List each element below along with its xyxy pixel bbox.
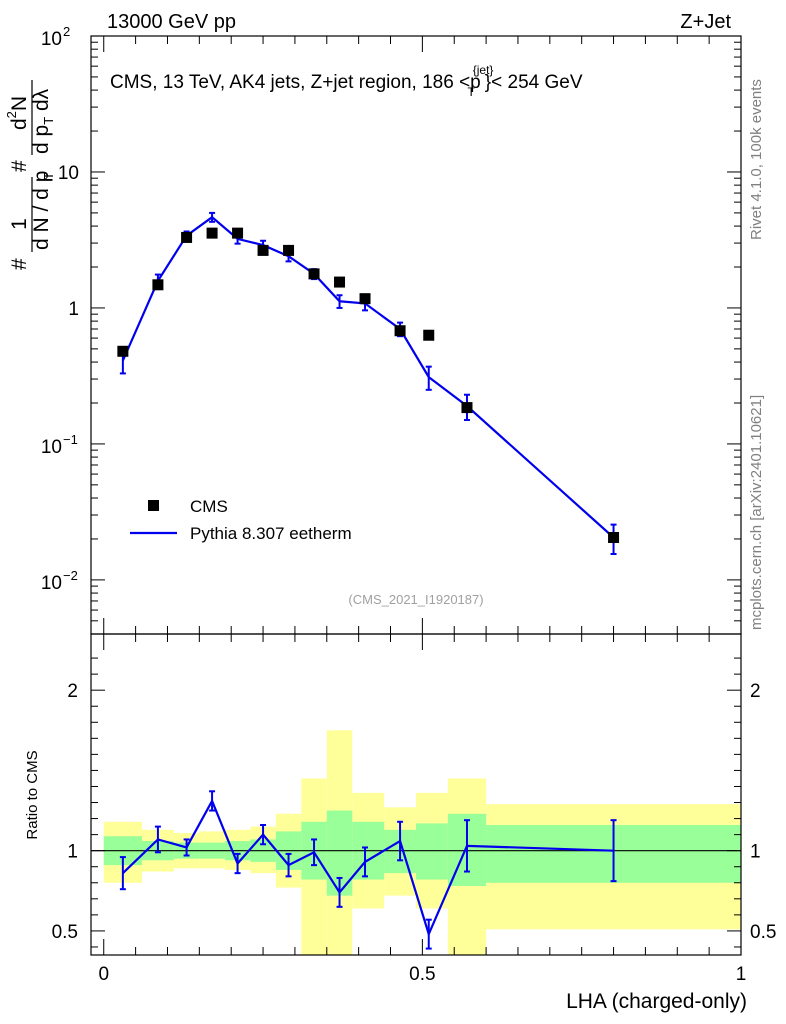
- ylabel-frac1-num: 1: [8, 218, 31, 230]
- cms-point: [394, 325, 406, 337]
- mcplots-credit: mcplots.cern.ch [arXiv:2401.10621]: [748, 395, 765, 630]
- cms-point: [359, 293, 371, 305]
- main-ylabel: # 1 d N / d p T # d2N d pT dλ: [4, 80, 56, 270]
- ylabel-frac2-den: d pT dλ: [30, 88, 56, 154]
- ratio-y-ticklabel: 0.5: [52, 922, 78, 943]
- x-ticklabel: 1: [736, 964, 747, 985]
- cms-point: [152, 279, 164, 291]
- main-y-ticklabel: 10: [41, 437, 62, 458]
- legend-pythia-label: Pythia 8.307 eetherm: [190, 524, 352, 543]
- ratio-y-ticklabel-right: 0.5: [750, 922, 776, 943]
- cms-point: [334, 276, 346, 288]
- main-y-ticklabel: 1: [68, 299, 79, 320]
- ratio-frame: [90, 633, 742, 956]
- ratio-panel: 0 0.5 10.5 0.51 12 2: [52, 633, 776, 985]
- cms-point: [206, 227, 218, 239]
- main-y-ticklabel-exp: −2: [63, 568, 78, 583]
- ratio-y-ticklabel: 1: [67, 842, 78, 863]
- header-right: Z+Jet: [680, 11, 731, 33]
- cms-point: [423, 329, 435, 341]
- ratio-y-ticklabel-right: 2: [750, 681, 761, 702]
- x-ticklabel: 0.5: [409, 964, 435, 985]
- main-y-ticklabel-exp: 2: [63, 24, 70, 39]
- cms-point: [608, 532, 620, 544]
- main-frame: [90, 35, 742, 635]
- main-y-ticklabel: 10: [41, 573, 62, 594]
- cms-point: [117, 345, 129, 357]
- ratio-y-ticklabel-right: 1: [750, 842, 761, 863]
- rivet-version: Rivet 4.1.0, 100k events: [748, 79, 765, 240]
- cms-point: [232, 227, 244, 239]
- x-ticklabel: 0: [98, 964, 109, 985]
- header-left: 13000 GeV pp: [107, 11, 236, 33]
- x-axis-label: LHA (charged-only): [566, 990, 747, 1013]
- cms-point: [257, 244, 269, 256]
- main-y-ticklabel-exp: −1: [63, 432, 78, 447]
- ylabel-hash-1: #: [8, 258, 31, 270]
- main-y-ticklabel: 10: [58, 163, 79, 184]
- ylabel-frac1-den-sub: T: [41, 172, 56, 180]
- ylabel-frac2-num: d2N: [4, 96, 31, 130]
- cms-point: [461, 402, 473, 414]
- plot-title: CMS, 13 TeV, AK4 jets, Z+jet region, 186…: [110, 63, 583, 99]
- ratio-y-ticklabel: 2: [67, 681, 78, 702]
- ylabel-hash-2: #: [8, 160, 31, 172]
- pythia-line: [121, 215, 615, 539]
- cms-point: [181, 231, 193, 243]
- cms-point: [308, 268, 320, 280]
- main-y-ticklabel: 10: [41, 29, 62, 50]
- cms-point: [283, 244, 295, 256]
- legend-cms-label: CMS: [190, 497, 228, 516]
- ratio-ylabel: Ratio to CMS: [24, 750, 41, 839]
- ylabel-frac1-den: d N / d p: [30, 171, 53, 250]
- analysis-id: (CMS_2021_I1920187): [348, 592, 483, 607]
- legend-cms-marker: [148, 500, 159, 511]
- green-band-bin: [416, 823, 448, 880]
- ratio-line: [122, 798, 614, 938]
